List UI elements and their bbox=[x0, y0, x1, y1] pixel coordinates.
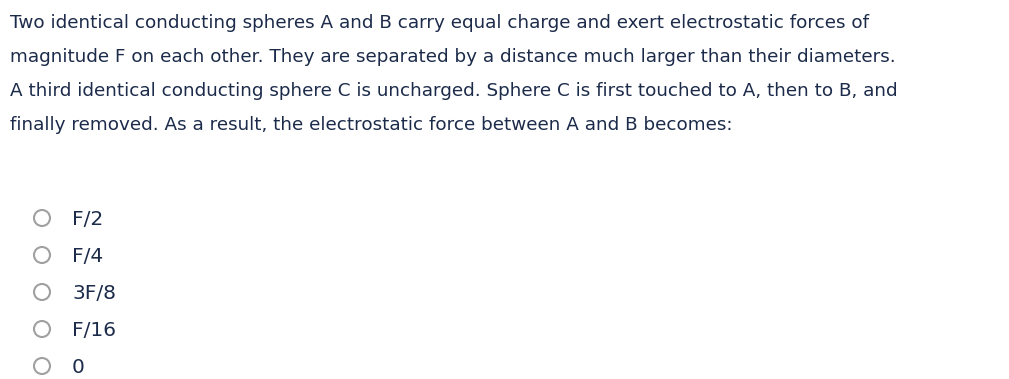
Text: finally removed. As a result, the electrostatic force between A and B becomes:: finally removed. As a result, the electr… bbox=[10, 116, 733, 134]
Text: 3F/8: 3F/8 bbox=[72, 284, 116, 303]
Text: A third identical conducting sphere C is uncharged. Sphere C is first touched to: A third identical conducting sphere C is… bbox=[10, 82, 898, 100]
Text: 0: 0 bbox=[72, 358, 85, 377]
Text: magnitude F on each other. They are separated by a distance much larger than the: magnitude F on each other. They are sepa… bbox=[10, 48, 896, 66]
Text: F/4: F/4 bbox=[72, 247, 103, 266]
Text: Two identical conducting spheres A and B carry equal charge and exert electrosta: Two identical conducting spheres A and B… bbox=[10, 14, 869, 32]
Text: F/2: F/2 bbox=[72, 210, 103, 229]
Text: F/16: F/16 bbox=[72, 321, 116, 340]
